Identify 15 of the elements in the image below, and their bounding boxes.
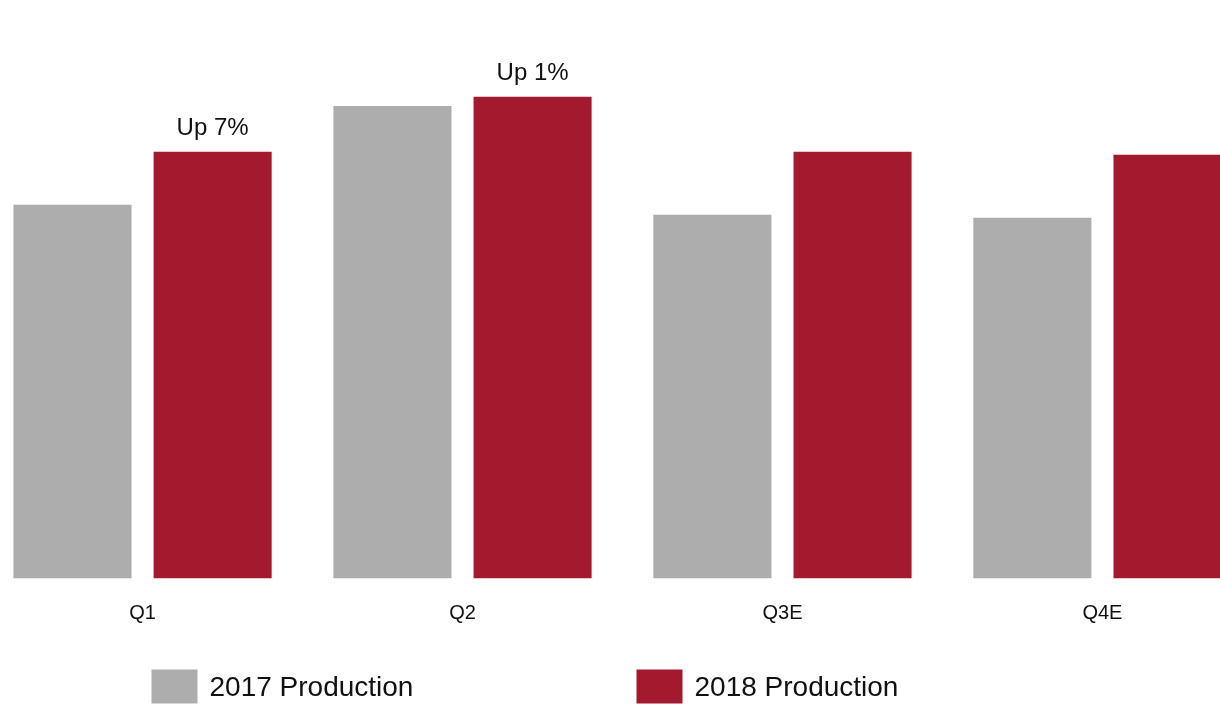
x-tick-label: Q2 [449, 600, 476, 623]
bar [793, 151, 912, 579]
bar [333, 105, 452, 579]
x-tick-label: Q1 [129, 600, 156, 623]
bar [973, 217, 1092, 579]
legend-label: 2018 Production [694, 671, 899, 702]
x-tick-label: Q3E [762, 600, 803, 623]
bar [153, 151, 272, 579]
bar [13, 204, 132, 579]
annotation: Up 7% [176, 112, 249, 140]
legend-label: 2017 Production [209, 671, 414, 702]
bar [473, 96, 592, 579]
text: Up 1% [496, 57, 569, 85]
x-tick-label: Q4E [1082, 600, 1123, 623]
bar [653, 214, 772, 579]
